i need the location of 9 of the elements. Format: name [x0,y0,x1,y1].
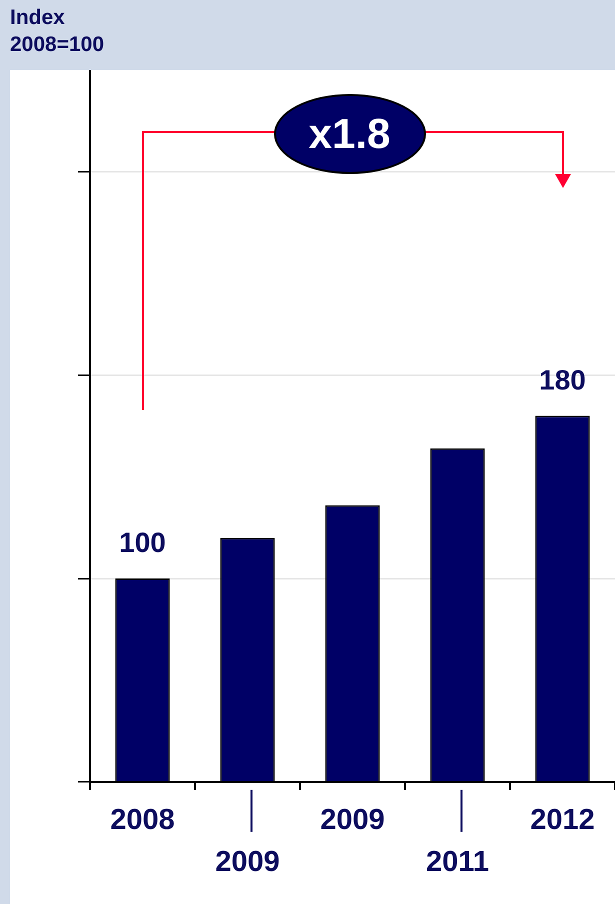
y-axis-title: Index 2008=100 [10,5,104,58]
annotation: x1.8 [274,94,426,174]
x-tick-label: 2008 [110,804,175,836]
x-tick-label: 2009 [320,804,385,836]
data-label: 100 [119,527,166,558]
x-tick-label: 2012 [530,804,595,836]
x-tick-label: 2011 [426,846,489,878]
data-label: 180 [539,364,586,396]
x-tick-label: 2009 [215,846,280,878]
